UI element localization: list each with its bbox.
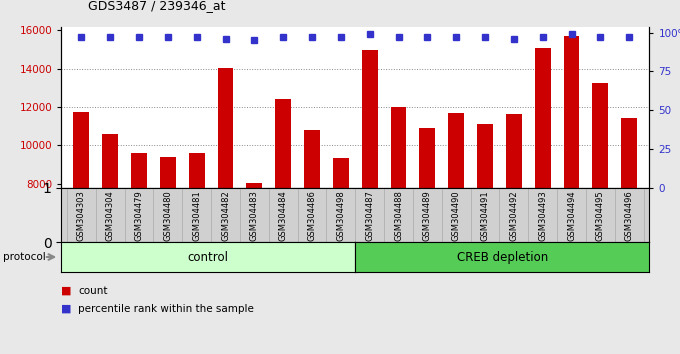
Text: GSM304498: GSM304498 <box>337 190 345 241</box>
Bar <box>622 118 637 188</box>
Text: GSM304489: GSM304489 <box>423 190 432 241</box>
Text: GSM304479: GSM304479 <box>135 190 143 241</box>
Text: GSM304496: GSM304496 <box>625 190 634 241</box>
Text: GSM304481: GSM304481 <box>192 190 201 241</box>
Text: GSM304486: GSM304486 <box>307 190 317 241</box>
Text: GSM304304: GSM304304 <box>105 190 115 241</box>
Text: GSM304494: GSM304494 <box>567 190 576 241</box>
Bar <box>218 68 233 188</box>
Text: GSM304303: GSM304303 <box>77 190 86 241</box>
Bar <box>362 50 377 188</box>
Bar <box>102 134 118 188</box>
Text: GDS3487 / 239346_at: GDS3487 / 239346_at <box>88 0 226 12</box>
Text: GSM304490: GSM304490 <box>452 190 461 241</box>
Bar <box>333 159 349 188</box>
Bar <box>131 153 147 188</box>
Text: control: control <box>188 251 228 263</box>
Bar <box>592 83 609 188</box>
Text: GSM304493: GSM304493 <box>538 190 547 241</box>
Bar <box>534 48 551 188</box>
Text: GSM304482: GSM304482 <box>221 190 230 241</box>
Text: percentile rank within the sample: percentile rank within the sample <box>78 304 254 314</box>
Bar <box>73 112 89 188</box>
Text: GSM304484: GSM304484 <box>279 190 288 241</box>
Text: GSM304483: GSM304483 <box>250 190 259 241</box>
Text: GSM304491: GSM304491 <box>481 190 490 241</box>
Bar <box>304 130 320 188</box>
Bar <box>506 114 522 188</box>
Text: GSM304487: GSM304487 <box>365 190 374 241</box>
Text: ■: ■ <box>61 286 71 296</box>
Bar <box>275 99 291 188</box>
Text: protocol: protocol <box>3 252 46 262</box>
Text: GSM304480: GSM304480 <box>163 190 173 241</box>
Text: GSM304488: GSM304488 <box>394 190 403 241</box>
Bar <box>564 36 579 188</box>
Bar <box>448 113 464 188</box>
Bar <box>420 128 435 188</box>
Text: GSM304492: GSM304492 <box>509 190 518 241</box>
Bar <box>160 157 176 188</box>
Bar <box>246 183 262 188</box>
Text: ■: ■ <box>61 304 71 314</box>
Bar <box>189 154 205 188</box>
Bar <box>390 107 407 188</box>
Text: GSM304495: GSM304495 <box>596 190 605 241</box>
Bar <box>477 124 493 188</box>
Text: count: count <box>78 286 107 296</box>
Text: CREB depletion: CREB depletion <box>457 251 548 263</box>
